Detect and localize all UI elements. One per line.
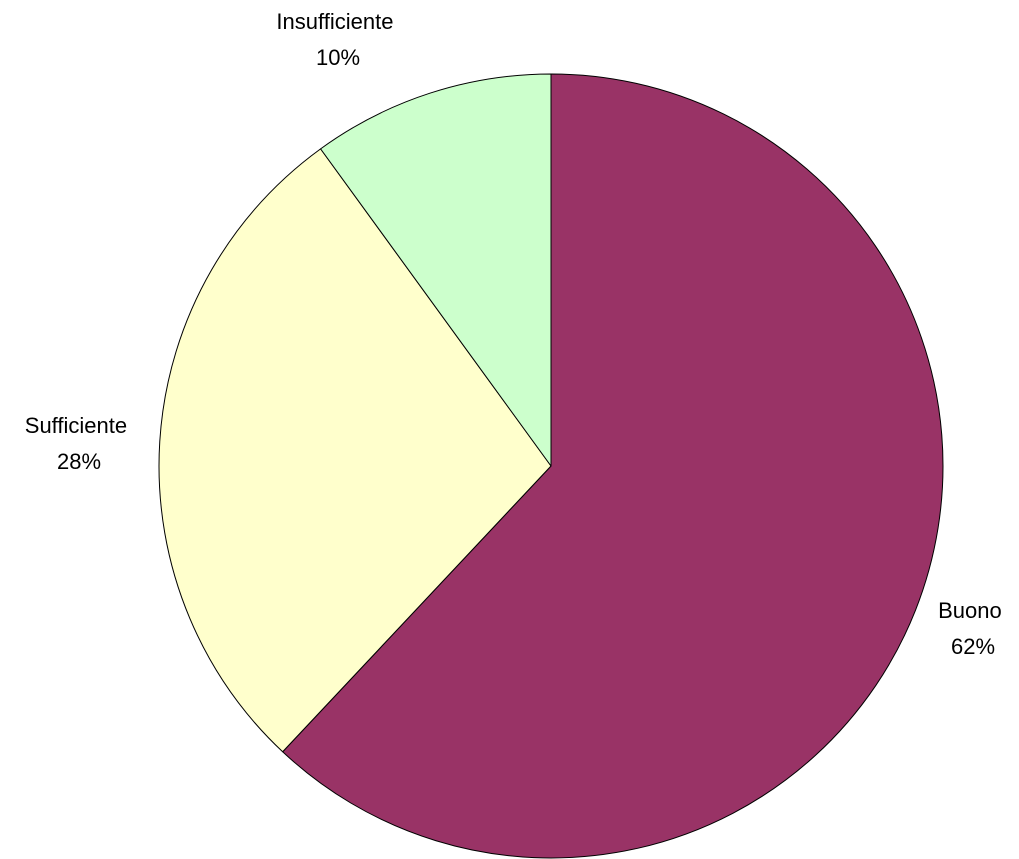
slice-sufficiente (158, 148, 552, 753)
label-insufficiente: Insufficiente 10% (276, 9, 399, 70)
slice-insufficiente (320, 73, 552, 467)
slice-buono (282, 73, 944, 859)
label-sufficiente-percent: 28% (57, 449, 101, 474)
label-buono: Buono 62% (938, 598, 1008, 659)
pie-slices (158, 73, 944, 859)
label-buono-percent: 62% (951, 634, 995, 659)
label-insufficiente-name: Insufficiente (276, 9, 393, 34)
label-sufficiente: Sufficiente 28% (25, 413, 133, 474)
label-sufficiente-name: Sufficiente (25, 413, 127, 438)
label-insufficiente-percent: 10% (316, 45, 360, 70)
slice-labels: Buono 62% Sufficiente 28% Insufficiente … (25, 9, 1008, 659)
label-buono-name: Buono (938, 598, 1002, 623)
